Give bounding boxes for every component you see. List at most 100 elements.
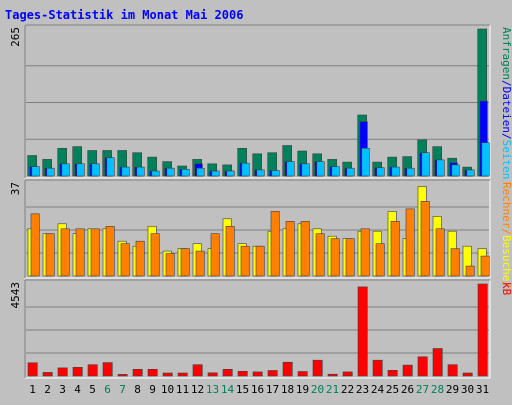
x-tick-label-day-22: 22 — [341, 383, 354, 396]
bar-kb-day-28 — [432, 348, 443, 377]
x-tick-label-day-20: 20 — [311, 383, 324, 396]
bar-rechner-day-31 — [480, 255, 490, 277]
bar-seiten-day-2 — [46, 167, 55, 177]
bar-rechner-day-17 — [270, 211, 280, 277]
legend-entry: / — [500, 281, 512, 288]
bar-rechner-day-14 — [225, 226, 235, 277]
legend-panel-2: Rechner/Besuche/ — [500, 182, 512, 288]
x-tick-label-day-16: 16 — [251, 383, 264, 396]
x-tick-label-day-10: 10 — [161, 383, 174, 396]
x-tick-label-day-1: 1 — [29, 383, 36, 396]
x-tick-label-day-29: 29 — [446, 383, 459, 396]
bar-seiten-day-20 — [316, 161, 325, 177]
bar-seiten-day-1 — [31, 166, 40, 177]
bar-kb-day-6 — [102, 362, 113, 377]
bar-seiten-day-9 — [151, 170, 160, 177]
bar-seiten-day-18 — [286, 161, 295, 177]
bar-seiten-day-21 — [331, 166, 340, 177]
bar-rechner-day-4 — [75, 228, 85, 277]
bar-seiten-day-17 — [271, 170, 280, 177]
bar-kb-day-9 — [147, 368, 158, 377]
x-tick-label-day-12: 12 — [191, 383, 204, 396]
bar-kb-day-14 — [222, 368, 233, 377]
x-tick-label-day-17: 17 — [266, 383, 279, 396]
legend-entry: / — [500, 80, 512, 87]
bar-seiten-day-30 — [466, 169, 475, 177]
bar-seiten-day-31 — [481, 142, 490, 177]
bar-seiten-day-11 — [181, 169, 190, 177]
chart-title: Tages-Statistik im Monat Mai 2006 — [5, 8, 243, 22]
bar-kb-day-8 — [132, 368, 143, 377]
bar-kb-day-18 — [282, 361, 293, 377]
bar-rechner-day-7 — [120, 243, 130, 277]
bar-kb-day-31 — [477, 283, 488, 377]
bar-seiten-day-12 — [196, 167, 205, 177]
bar-rechner-day-3 — [60, 228, 70, 277]
bar-kb-day-4 — [72, 366, 83, 377]
y-axis-max-label: 265 — [9, 27, 22, 47]
legend-entry: Rechner — [500, 182, 512, 229]
bar-rechner-day-11 — [180, 248, 190, 277]
x-tick-label-day-5: 5 — [89, 383, 96, 396]
legend-entry: / — [500, 228, 512, 235]
bar-seiten-day-26 — [406, 167, 415, 177]
chart-panel-2: 37 Rechner/Besuche/ — [9, 179, 512, 288]
x-tick-label-day-26: 26 — [401, 383, 414, 396]
bar-rechner-day-5 — [90, 228, 100, 277]
bar-rechner-day-12 — [195, 250, 205, 277]
bar-kb-day-25 — [387, 369, 398, 377]
bar-seiten-day-14 — [226, 170, 235, 177]
x-tick-label-day-18: 18 — [281, 383, 294, 396]
bar-seiten-day-13 — [211, 170, 220, 177]
x-axis-labels: 1 2 3 4 5 6 7 8 9 10 11 12 13 14 15 16 17 18 19 20 21 22 23 24 2… — [29, 383, 489, 396]
bar-seiten-day-23 — [361, 148, 370, 177]
y-axis-max-label: 37 — [9, 182, 22, 195]
x-tick-label-day-28: 28 — [431, 383, 444, 396]
x-tick-label-day-21: 21 — [326, 383, 339, 396]
bar-seiten-day-28 — [436, 159, 445, 177]
bar-rechner-day-15 — [240, 245, 250, 277]
x-tick-label-day-9: 9 — [149, 383, 156, 396]
bar-kb-day-23 — [357, 286, 368, 377]
legend-panel-1: Anfragen/Dateien/Seiten — [500, 27, 512, 179]
x-tick-label-day-3: 3 — [59, 383, 66, 396]
bar-rechner-day-13 — [210, 233, 220, 277]
bar-kb-day-15 — [237, 370, 248, 377]
bar-kb-day-24 — [372, 359, 383, 377]
chart-panels: 265 Anfragen/Dateien/Seiten 37 Rechner/Besu… — [9, 24, 512, 379]
x-tick-label-day-30: 30 — [461, 383, 474, 396]
bar-seiten-day-6 — [106, 157, 115, 177]
panel-frame — [24, 279, 491, 379]
x-tick-label-day-14: 14 — [221, 383, 235, 396]
bar-kb-day-16 — [252, 371, 263, 377]
bar-rechner-day-19 — [300, 221, 310, 277]
bar-seiten-day-4 — [76, 163, 85, 177]
bar-seiten-day-5 — [91, 163, 100, 177]
x-tick-label-day-13: 13 — [206, 383, 219, 396]
bar-rechner-day-24 — [375, 243, 385, 277]
legend-entry: / — [500, 133, 512, 140]
bar-kb-day-13 — [207, 372, 218, 377]
bar-rechner-day-27 — [420, 201, 430, 277]
legend-entry: Dateien — [500, 87, 512, 133]
bar-rechner-day-20 — [315, 233, 325, 277]
bar-seiten-day-15 — [241, 162, 250, 177]
x-tick-label-day-6: 6 — [104, 383, 111, 396]
x-tick-label-day-24: 24 — [371, 383, 385, 396]
bar-seiten-day-22 — [346, 167, 355, 177]
x-tick-label-day-15: 15 — [236, 383, 249, 396]
x-tick-label-day-7: 7 — [119, 383, 126, 396]
bar-kb-day-10 — [162, 372, 173, 377]
chart-panel-3: 4543 kB — [9, 279, 512, 379]
bar-seiten-day-3 — [61, 163, 70, 177]
x-tick-label-day-25: 25 — [386, 383, 399, 396]
bar-kb-day-5 — [87, 364, 98, 377]
bar-kb-day-7 — [117, 374, 128, 377]
bar-rechner-day-26 — [405, 208, 415, 277]
bar-seiten-day-10 — [166, 167, 175, 177]
bar-rechner-day-29 — [450, 248, 460, 277]
y-axis-max-label: 4543 — [9, 282, 22, 309]
x-tick-label-day-19: 19 — [296, 383, 309, 396]
